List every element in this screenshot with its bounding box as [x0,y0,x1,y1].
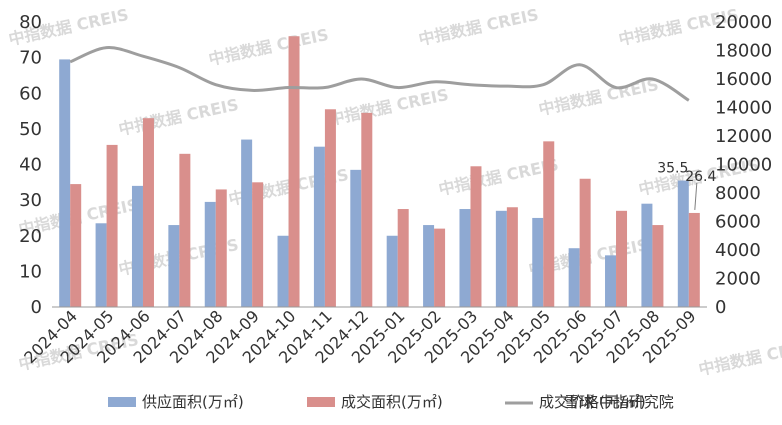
legend-label-sales: 成交面积(万㎡) [341,393,443,411]
watermark-text: 中指数据 CREIS [697,335,782,379]
sales-bar [179,153,191,307]
supply-bar [241,139,253,307]
y-left-tick-label: 80 [19,12,42,33]
supply-bar [386,235,398,307]
sales-bar [470,166,482,307]
watermark-text: 中指数据 CREIS [327,85,450,129]
sales-bar [252,182,264,307]
sales-bar [324,109,336,307]
bars-layer [59,36,700,307]
y-left-tick-label: 50 [19,119,42,140]
y-right-tick-label: 8000 [715,183,761,204]
supply-bar [313,146,325,307]
watermark-text: 中指数据 CREIS [117,95,240,139]
supply-bar [423,225,435,307]
y-left-tick-label: 20 [19,226,42,247]
sales-bar [506,207,518,307]
y-left-tick-label: 10 [19,261,42,282]
data-label-sales: 26.4 [685,169,716,185]
sales-bar [288,36,300,307]
sales-bar [70,184,82,307]
supply-bar [277,235,289,307]
data-labels-layer: 35.526.4 [657,161,716,210]
legend-label-price: 成交价格(元/㎡) [539,393,646,411]
y-right-tick-label: 2000 [715,269,761,290]
y-right-tick-label: 12000 [715,126,772,147]
sales-bar [397,209,409,307]
source-watermark: 雪球 中指研究院 [564,393,674,411]
sales-bar [543,141,555,307]
sales-bar [142,118,154,307]
data-label-supply: 35.5 [657,161,688,177]
watermark-text: 中指数据 CREIS [437,155,560,199]
sales-bar [106,144,118,307]
legend: 供应面积(万㎡) 成交面积(万㎡) 成交价格(元/㎡)雪球 中指研究院 [108,393,674,411]
y-right-tick-label: 18000 [715,41,772,62]
y-right-tick-label: 6000 [715,212,761,233]
supply-bar [204,201,216,307]
y-left-tick-label: 60 [19,83,42,104]
supply-bar [59,59,71,307]
watermark-text: 中指数据 CREIS [207,25,330,69]
sales-bar [616,210,628,307]
supply-bar [350,169,362,307]
supply-bar [532,217,544,307]
supply-bar [495,210,507,307]
supply-bar [677,180,689,307]
y-left-tick-label: 0 [31,297,42,318]
y-right-tick-label: 10000 [715,155,772,176]
legend-swatch-supply [108,397,136,407]
sales-bar [434,228,446,307]
y-right-tick-label: 14000 [715,98,772,119]
y-left-tick-label: 70 [19,48,42,69]
sales-bar [361,112,373,307]
supply-bar [605,255,617,307]
supply-bar [131,185,143,307]
supply-bar [168,225,180,307]
price-line [69,46,690,102]
y-right-tick-label: 4000 [715,240,761,261]
price-line-layer [69,46,690,102]
y-right-tick-label: 20000 [715,12,772,33]
sales-bar [652,225,664,307]
y-left-tick-label: 30 [19,190,42,211]
sales-bar [688,212,700,307]
watermark-text: 中指数据 CREIS [417,5,540,49]
legend-label-supply: 供应面积(万㎡) [142,393,244,411]
y-right-tick-label: 0 [715,297,726,318]
supply-bar [95,223,107,307]
y-left-tick-label: 40 [19,155,42,176]
supply-bar [641,203,653,307]
sales-bar [579,178,591,307]
supply-bar [568,248,580,307]
y-right-tick-label: 16000 [715,69,772,90]
supply-bar [459,209,471,307]
legend-swatch-sales [307,397,335,407]
sales-bar [215,189,227,307]
data-label-leader [694,182,698,210]
